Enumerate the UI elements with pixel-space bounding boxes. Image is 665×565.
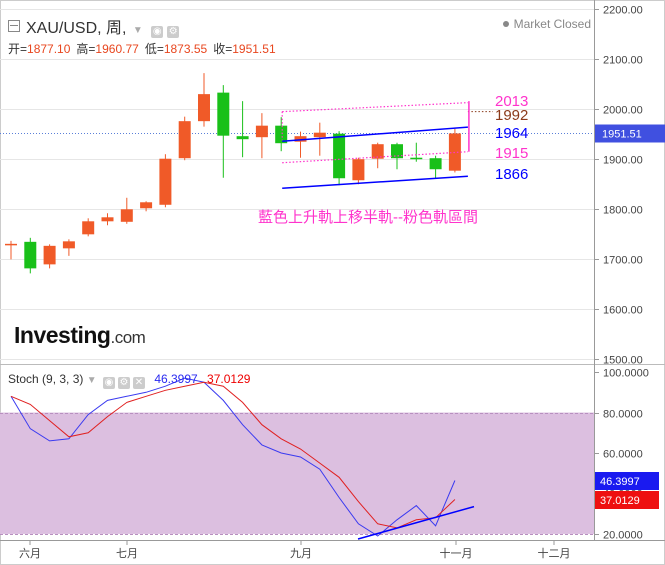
ohlc-label: 高= <box>76 42 96 56</box>
current-price-tag <box>595 124 665 143</box>
candle-body <box>236 136 249 140</box>
stoch-gear-icon[interactable]: ⚙ <box>117 377 130 389</box>
x-tick-label: 七月 <box>116 547 138 560</box>
market-status-label: Market Closed <box>513 17 591 31</box>
level-label: 1915 <box>495 145 528 162</box>
pink-upper-trendline <box>282 102 468 113</box>
symbol-header[interactable]: XAU/USD, 周, ▼ ◉ ⚙ <box>8 14 180 38</box>
stoch-d-value: 37.0129 <box>207 372 251 386</box>
stoch-k-tag <box>595 472 659 490</box>
logo-suffix: .com <box>110 328 146 347</box>
y-tick-label: 2200.00 <box>603 5 643 17</box>
current-price-label: 1951.51 <box>602 129 642 141</box>
candle-body <box>313 132 326 138</box>
stoch-d-tag <box>595 491 659 509</box>
candle-body <box>448 133 461 171</box>
candle-body <box>429 158 442 170</box>
candle-body <box>217 92 230 136</box>
stoch-visibility-icon[interactable]: ◉ <box>102 377 115 389</box>
ohlc-value: 1960.77 <box>95 42 139 56</box>
ohlc-readout: 开=1877.10 高=1960.77 低=1873.55 收=1951.51 <box>8 40 282 57</box>
candle-body <box>140 202 153 209</box>
y-tick-label: 1900.00 <box>603 155 643 167</box>
ohlc-label: 低= <box>144 42 164 56</box>
stoch-d-line <box>10 381 456 529</box>
stoch-k-tag-label: 46.3997 <box>600 476 640 488</box>
ohlc-value: 1951.51 <box>232 42 276 56</box>
stoch-header[interactable]: Stoch (9, 3, 3) ▼ ◉ ⚙ ✕ 46.3997 37.0129 <box>8 372 250 389</box>
candle-body <box>159 158 172 205</box>
symbol-title: XAU/USD, 周, <box>26 20 127 37</box>
visibility-icon[interactable]: ◉ <box>151 26 164 38</box>
blue-upper-trendline <box>282 126 468 142</box>
candle-body <box>120 209 133 222</box>
y-tick-label: 1800.00 <box>603 205 643 217</box>
candle-body <box>294 136 307 142</box>
candle-body <box>178 121 191 159</box>
level-label: 1866 <box>495 166 528 183</box>
stoch-band <box>0 412 594 534</box>
ohlc-label: 收= <box>213 42 233 56</box>
y-tick-label: 2100.00 <box>603 55 643 67</box>
collapse-icon[interactable] <box>8 20 20 32</box>
stoch-y-tick-label: 80.0000 <box>603 409 643 421</box>
candle-body <box>255 125 268 138</box>
candle-body <box>391 144 403 159</box>
x-tick-label: 十二月 <box>538 546 571 560</box>
stoch-title: Stoch (9, 3, 3) <box>8 372 84 386</box>
x-tick-label: 六月 <box>19 547 41 560</box>
blue-lower-trendline <box>282 175 468 190</box>
chevron-down-icon[interactable]: ▼ <box>132 25 143 36</box>
gear-icon[interactable]: ⚙ <box>167 26 180 38</box>
stoch-y-tick-label: 20.0000 <box>603 530 643 542</box>
candle-body <box>82 221 95 235</box>
candle-body <box>62 241 75 249</box>
candle-body <box>101 217 114 222</box>
stoch-d-tag-label: 37.0129 <box>600 495 640 507</box>
candle-body <box>352 159 365 181</box>
y-tick-label: 2000.00 <box>603 105 643 117</box>
stoch-close-icon[interactable]: ✕ <box>132 377 145 389</box>
x-tick-label: 十一月 <box>440 546 473 560</box>
stoch-k-value: 46.3997 <box>154 372 198 386</box>
level-label: 1964 <box>495 125 528 142</box>
y-tick-label: 1600.00 <box>603 305 643 317</box>
candle-body <box>5 243 17 246</box>
ohlc-value: 1877.10 <box>27 42 71 56</box>
stoch-trendline <box>357 505 475 540</box>
ohlc-value: 1873.55 <box>163 42 208 56</box>
y-tick-label: 1700.00 <box>603 255 643 267</box>
candle-body <box>371 144 384 159</box>
stoch-y-tick-label: 60.0000 <box>603 449 643 461</box>
pink-lower-trendline <box>282 151 468 164</box>
x-tick-label: 九月 <box>290 547 312 560</box>
market-status: Market Closed <box>502 17 591 31</box>
level-label: 1992 <box>495 107 528 124</box>
status-dot-icon <box>502 21 509 27</box>
stoch-y-tick-label: 100.0000 <box>603 368 649 380</box>
candle-body <box>275 125 288 144</box>
ohlc-label: 开= <box>8 42 28 56</box>
investing-logo: Investing.com <box>14 322 146 349</box>
stoch-chevron-down-icon[interactable]: ▼ <box>86 375 97 386</box>
level-label: 2013 <box>495 93 528 110</box>
candle-body <box>198 94 210 122</box>
annotation-text: 藍色上升軌上移半軌--粉色軌區間 <box>258 209 478 226</box>
candle-body <box>43 245 56 265</box>
candle-body <box>24 241 37 269</box>
candle-body <box>410 157 423 160</box>
candle-body <box>333 133 346 179</box>
logo-text: Investing <box>14 322 111 348</box>
y-tick-label: 1500.00 <box>603 355 643 367</box>
